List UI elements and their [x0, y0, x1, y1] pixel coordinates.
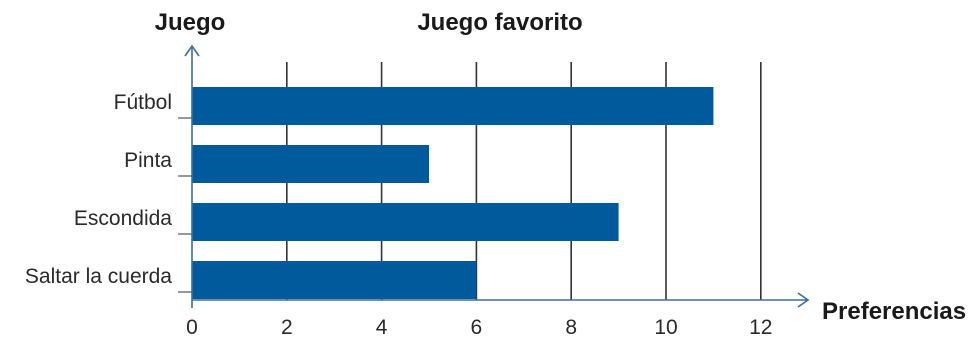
category-label-3: Saltar la cuerda — [25, 265, 172, 288]
y-axis-arrow — [184, 44, 200, 57]
tick-label-0: 0 — [186, 316, 198, 339]
tick-label-8: 8 — [565, 316, 577, 339]
x-axis-arrow — [797, 292, 810, 308]
bar-0 — [192, 87, 714, 125]
category-label-0: Fútbol — [114, 91, 172, 114]
tick-label-10: 10 — [654, 316, 677, 339]
tick-label-6: 6 — [471, 316, 483, 339]
axes — [178, 44, 810, 308]
bar-3 — [192, 261, 477, 299]
bar-2 — [192, 203, 619, 241]
bar-1 — [192, 145, 429, 183]
tick-label-12: 12 — [749, 316, 772, 339]
chart-title: Juego favorito — [417, 9, 582, 36]
tick-label-2: 2 — [281, 316, 293, 339]
category-label-1: Pinta — [124, 149, 172, 172]
category-label-2: Escondida — [74, 207, 172, 230]
y-axis-title: Juego — [155, 9, 226, 36]
tick-label-4: 4 — [376, 316, 388, 339]
tick-labels: 0 2 4 6 8 10 12 — [186, 316, 772, 339]
category-labels: Fútbol Pinta Escondida Saltar la cuerda — [25, 91, 172, 288]
bars — [192, 87, 714, 299]
x-axis-title: Preferencias — [822, 298, 966, 325]
